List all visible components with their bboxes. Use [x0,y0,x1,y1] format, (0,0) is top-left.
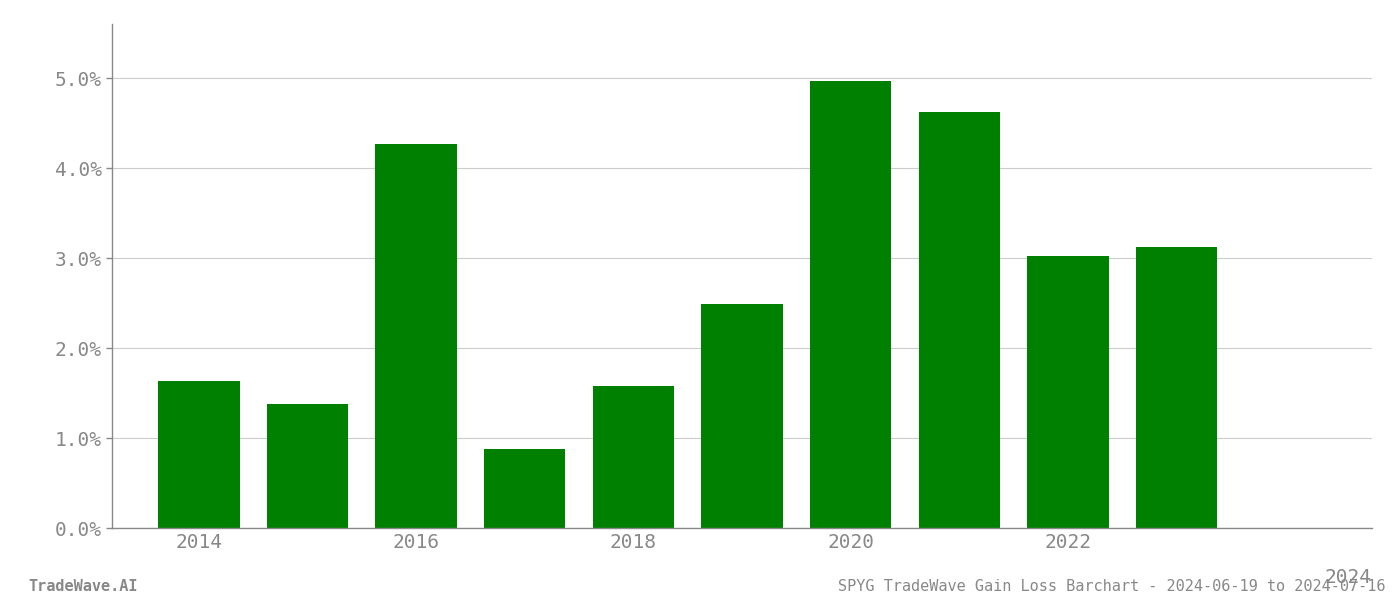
Bar [1028,256,1109,528]
Bar [267,404,349,528]
Bar [809,81,892,528]
Bar [158,382,239,528]
Text: SPYG TradeWave Gain Loss Barchart - 2024-06-19 to 2024-07-16: SPYG TradeWave Gain Loss Barchart - 2024… [839,579,1386,594]
Text: 2024: 2024 [1324,568,1372,587]
Bar [375,144,456,528]
Text: TradeWave.AI: TradeWave.AI [28,579,137,594]
Bar [484,449,566,528]
Bar [701,304,783,528]
Bar [592,386,675,528]
Bar [1135,247,1217,528]
Bar [918,112,1000,528]
